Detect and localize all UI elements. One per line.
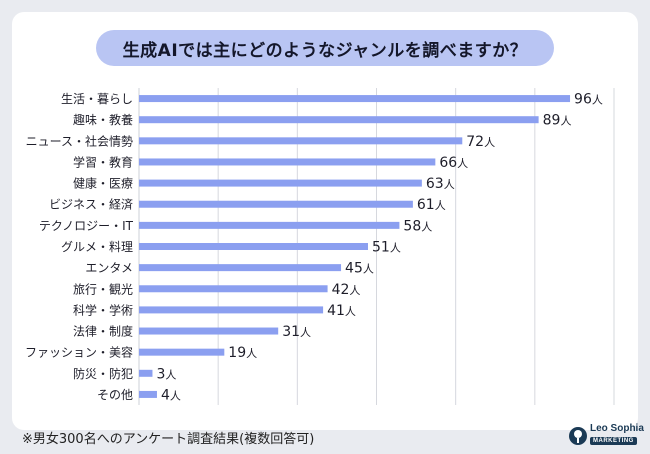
bar [139,200,413,208]
bar [139,369,153,377]
value-label: 31人 [282,324,311,340]
bar [139,116,539,124]
chart-card [12,12,638,430]
footnote: ※男女300名へのアンケート調査結果(複数回答可) [22,432,315,447]
category-label: 健康・医療 [73,176,133,191]
value-label: 66人 [439,155,468,171]
value-label: 45人 [345,261,374,277]
bar [139,327,279,335]
bar [139,179,422,187]
value-label: 3人 [156,366,176,382]
value-label: 19人 [228,345,257,361]
category-label: 趣味・教養 [73,112,133,127]
category-label: ビジネス・経済 [49,197,133,212]
category-label: 生活・暮らし [61,92,133,106]
value-label: 51人 [372,240,401,256]
value-label: 58人 [403,218,432,234]
category-label: エンタメ [85,261,133,275]
bar [139,285,328,293]
category-label: 科学・学術 [73,302,133,317]
category-label: 法律・制度 [73,324,133,339]
category-label: ファッション・美容 [25,345,133,360]
chart-title: 生成AIでは主にどのようなジャンルを調べますか？ [96,30,554,66]
value-label: 4人 [161,387,181,403]
bar [139,158,436,166]
bar [139,348,225,356]
value-label: 72人 [466,134,495,150]
bar [139,306,324,314]
category-label: 学習・教育 [73,154,133,169]
bar [139,95,571,103]
bar [139,137,463,145]
leo-sophia-logo-icon [569,427,587,445]
category-label: 旅行・観光 [73,282,133,296]
value-label: 89人 [543,113,572,129]
category-label: その他 [97,388,133,402]
bar [139,221,400,229]
bar [139,390,157,398]
logo-text: Leo Sophia [590,423,644,434]
logo-subtext: MARKETING [590,437,637,445]
bar [139,243,368,250]
category-label: 防災・防犯 [73,366,133,381]
value-label: 42人 [332,282,361,298]
value-label: 63人 [426,176,455,192]
category-label: テクノロジー・IT [39,219,134,233]
bar [139,264,342,272]
value-label: 96人 [574,92,603,108]
category-label: ニュース・社会情勢 [26,133,133,148]
value-label: 61人 [417,197,446,213]
value-label: 41人 [327,303,356,319]
category-label: グルメ・料理 [61,240,133,254]
